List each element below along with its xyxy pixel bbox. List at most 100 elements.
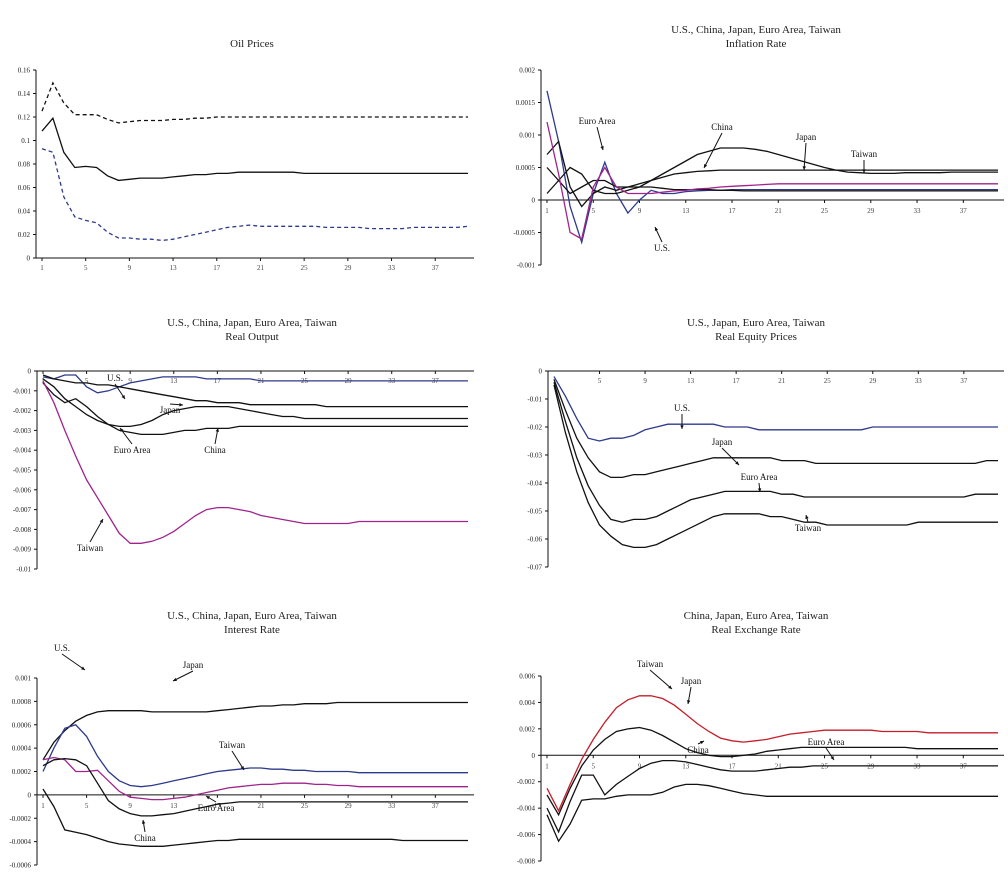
annotation-arrowhead <box>654 227 659 231</box>
annotation-arrowhead <box>240 766 244 770</box>
y-tick-label: 0 <box>539 368 543 376</box>
x-tick-label: 13 <box>170 802 178 810</box>
y-tick-label: -0.06 <box>527 536 542 544</box>
annotation-label: Japan <box>712 437 733 447</box>
series-line-0 <box>546 695 998 813</box>
y-tick-label: -0.006 <box>517 831 536 839</box>
annotation-label: Taiwan <box>77 543 104 553</box>
x-tick-label: 1 <box>40 264 44 272</box>
series-line-2 <box>42 378 468 428</box>
y-tick-label: 0.14 <box>18 90 31 98</box>
annotation-arrowhead <box>704 164 708 168</box>
y-tick-label: 0.0008 <box>12 698 32 706</box>
chart-panel-oil-prices: Oil Prices 0 0.02 0.04 0.06 0.08 0.1 0.12 0.14 0… <box>0 0 504 293</box>
y-tick-label: -0.004 <box>13 447 32 455</box>
annotation-arrowhead <box>757 488 762 492</box>
annotation-arrowhead <box>141 820 146 824</box>
y-tick-label: -0.07 <box>527 564 542 572</box>
annotation-label: Japan <box>160 405 181 415</box>
y-tick-label: 0.001 <box>15 675 31 683</box>
y-tick-label: 0.12 <box>18 114 31 122</box>
x-tick-label: 13 <box>170 377 178 385</box>
series-line-2 <box>42 756 468 801</box>
annotation-label: China <box>687 745 709 755</box>
x-tick-label: 5 <box>592 762 596 770</box>
chart-title: China, Japan, Euro Area, Taiwan <box>683 610 829 622</box>
series-line-2 <box>553 382 998 523</box>
chart-real-equity-prices: -0.07 -0.06 -0.05 -0.04 -0.03 -0.02 -0.01 0 5 9 13… <box>527 368 1004 572</box>
y-tick-label: 0.02 <box>18 231 31 239</box>
x-tick-label: 33 <box>388 802 396 810</box>
y-tick-label: -0.002 <box>13 407 32 415</box>
annotation-label: U.S. <box>654 243 670 253</box>
annotation-arrowhead <box>81 666 85 670</box>
chart-panel-inflation-rate: U.S., China, Japan, Euro Area, Taiwan In… <box>504 0 1008 293</box>
annotation-arrow <box>231 750 245 771</box>
x-tick-label: 17 <box>729 207 737 215</box>
x-tick-label: 21 <box>257 802 265 810</box>
series-line-1 <box>41 81 468 124</box>
annotation-arrowhead <box>862 169 866 173</box>
y-tick-label: -0.0005 <box>513 229 535 237</box>
series-line-3 <box>42 382 468 436</box>
y-tick-label: 0.004 <box>519 699 535 707</box>
series-line-0 <box>546 90 998 245</box>
chart-subtitle: Real Equity Prices <box>715 331 797 343</box>
y-tick-label: -0.007 <box>13 506 32 514</box>
y-tick-label: 0.16 <box>18 67 31 75</box>
series-line-0 <box>42 701 468 761</box>
annotation-arrowhead <box>179 402 183 407</box>
chart-panel-interest-rate: U.S., China, Japan, Euro Area, Taiwan In… <box>0 586 504 879</box>
annotation-arrowhead <box>120 428 124 432</box>
annotation-arrow <box>803 142 807 171</box>
series-line-2 <box>41 148 469 242</box>
series-line-2 <box>546 140 998 208</box>
x-tick-label: 13 <box>682 207 690 215</box>
chart-title: U.S., Japan, Euro Area, Taiwan <box>686 317 826 329</box>
annotation-arrowhead <box>668 685 672 689</box>
x-tick-label: 9 <box>128 264 132 272</box>
x-tick-label: 13 <box>682 762 690 770</box>
x-tick-label: 1 <box>545 762 549 770</box>
x-tick-label: 33 <box>914 207 922 215</box>
y-tick-label: 0 <box>532 752 536 760</box>
annotation-label: Taiwan <box>219 740 246 750</box>
y-tick-label: -0.001 <box>13 387 32 395</box>
annotation-arrowhead <box>206 796 210 800</box>
annotation-arrowhead <box>686 700 691 704</box>
x-tick-label: 9 <box>128 377 132 385</box>
annotation-label: Japan <box>796 132 817 142</box>
y-tick-label: -0.05 <box>527 508 542 516</box>
annotation-label: China <box>711 122 733 132</box>
y-tick-label: -0.004 <box>517 805 536 813</box>
annotation-label: China <box>204 445 226 455</box>
x-tick-label: 37 <box>960 207 968 215</box>
chart-subtitle: Inflation Rate <box>725 38 787 50</box>
series-line-3 <box>546 783 998 843</box>
annotation-arrowhead <box>700 741 704 745</box>
chart-panel-real-output: U.S., China, Japan, Euro Area, Taiwan Re… <box>0 293 504 586</box>
y-tick-label: 0.0002 <box>12 768 32 776</box>
annotation-label: U.S. <box>674 403 690 413</box>
annotation-label: Euro Area <box>741 472 778 482</box>
y-tick-label: -0.006 <box>13 486 32 494</box>
x-tick-label: 17 <box>213 264 221 272</box>
series-line-0 <box>553 376 998 442</box>
y-tick-label: 0 <box>28 791 32 799</box>
series-line-4 <box>42 380 468 544</box>
annotation-label: Japan <box>681 676 702 686</box>
x-tick-label: 21 <box>778 377 786 385</box>
y-tick-label: 0.0004 <box>12 745 32 753</box>
y-tick-label: -0.01 <box>527 396 542 404</box>
y-tick-label: 0 <box>27 255 31 263</box>
series-line-1 <box>553 379 998 479</box>
series-line-1 <box>42 724 468 788</box>
series-line-0 <box>42 374 468 394</box>
annotation-label: Euro Area <box>808 737 845 747</box>
chart-title: U.S., China, Japan, Euro Area, Taiwan <box>167 610 337 622</box>
y-tick-label: -0.008 <box>517 858 536 866</box>
x-tick-label: 13 <box>687 377 695 385</box>
x-tick-label: 37 <box>960 377 968 385</box>
y-tick-label: 0.002 <box>519 67 535 75</box>
x-tick-label: 17 <box>214 377 222 385</box>
